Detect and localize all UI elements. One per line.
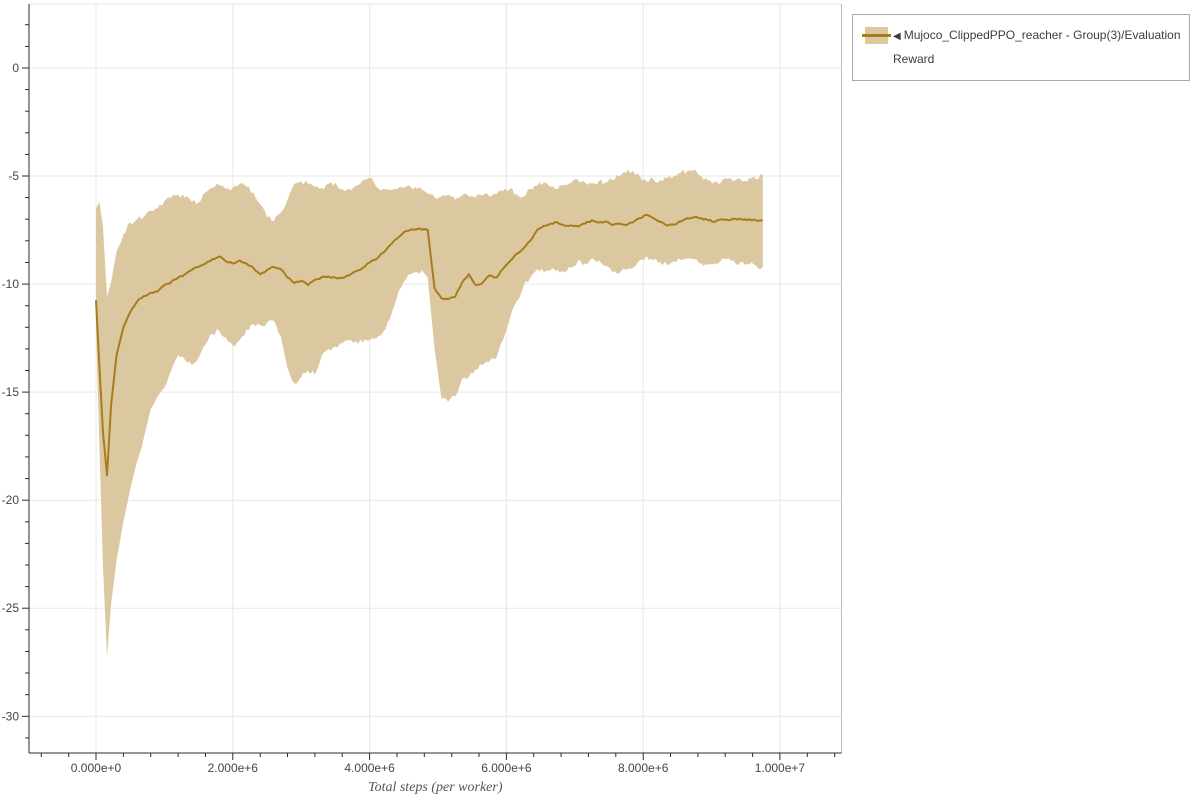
x-axis-title: Total steps (per worker) (368, 780, 503, 795)
series-line (95, 213, 763, 477)
collapse-arrow-icon: ◀ (893, 31, 901, 42)
x-tick-label: 4.000e+6 (344, 761, 395, 775)
x-tick-label: 1.000e+7 (755, 761, 806, 775)
series-line-swatch (862, 34, 891, 37)
x-axis: 0.000e+0 2.000e+6 4.000e+6 6.000e+6 8.000e+6… (29, 752, 842, 775)
y-tick-label: -30 (2, 709, 20, 723)
series-band (96, 169, 763, 657)
y-tick-label: 0 (12, 61, 19, 75)
legend-label: Mujoco_ClippedPPO_reacher - Group(3)/Eva… (893, 28, 1181, 66)
y-tick-label: -10 (2, 277, 20, 291)
legend: ◀ Mujoco_ClippedPPO_reacher - Group(3)/Ev… (852, 14, 1190, 81)
y-tick-label: -25 (2, 601, 20, 615)
legend-text: ◀ Mujoco_ClippedPPO_reacher - Group(3)/Ev… (893, 24, 1187, 70)
x-tick-label: 6.000e+6 (481, 761, 532, 775)
x-tick-label: 8.000e+6 (618, 761, 669, 775)
plot-outline (29, 3, 842, 753)
legend-item[interactable]: ◀ Mujoco_ClippedPPO_reacher - Group(3)/Ev… (853, 15, 1189, 80)
x-tick-label: 0.000e+0 (71, 761, 122, 775)
gridlines (29, 4, 842, 753)
y-tick-label: -15 (2, 385, 20, 399)
series-swatch-icon (862, 27, 891, 44)
y-tick-label: -20 (2, 493, 20, 507)
y-tick-label: -5 (8, 169, 19, 183)
y-axis: 0 -5 -10 -15 -20 -25 -30 (2, 4, 30, 753)
x-tick-label: 2.000e+6 (208, 761, 259, 775)
